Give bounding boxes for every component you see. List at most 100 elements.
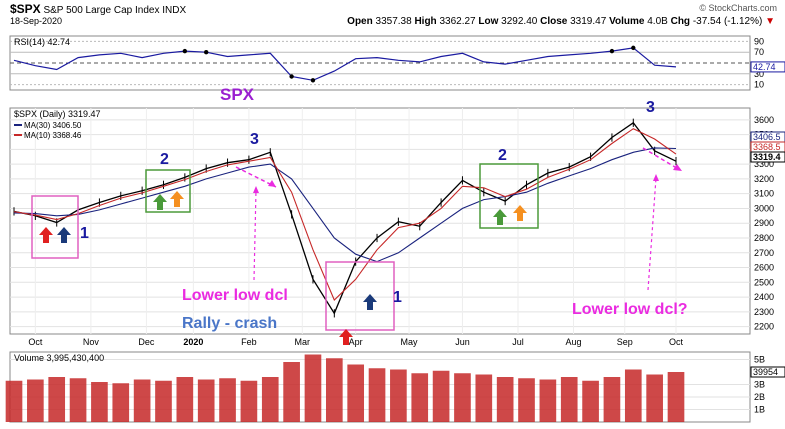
x-tick-label: Jul	[512, 337, 524, 347]
rally-crash-label: Rally - crash	[182, 315, 277, 332]
wave2-box-left	[145, 169, 191, 213]
price-line	[13, 121, 677, 315]
rsi-oversold-mark	[289, 74, 294, 79]
up-arrow-orange-icon	[513, 205, 527, 221]
volume-bar	[197, 379, 215, 422]
volume-label: Volume	[609, 16, 645, 27]
rsi-tick-label: 10	[754, 80, 764, 90]
volume-bar	[261, 377, 279, 422]
volume-bar	[411, 373, 429, 422]
price-side-label: 3368.5	[753, 142, 781, 152]
price-title: $SPX (Daily) 3319.47	[14, 109, 101, 119]
volume-bar	[91, 382, 108, 422]
volume-bar	[539, 379, 557, 422]
volume-tick-label: 5B	[754, 355, 765, 365]
ohlc-readout: Open 3357.38 High 3362.27 Low 3292.40 Cl…	[347, 16, 775, 27]
x-tick-label: Nov	[83, 337, 100, 347]
volume-bar	[133, 379, 151, 422]
close-value: 3319.47	[570, 16, 607, 27]
x-tick-label: Dec	[138, 337, 155, 347]
volume-bar	[603, 377, 621, 422]
low-label: Low	[478, 16, 499, 27]
price-tick-label: 3100	[754, 189, 774, 199]
rsi-title: RSI(14) 42.74	[14, 37, 70, 47]
price-tick-label: 2400	[754, 292, 774, 302]
rsi-last-box	[750, 61, 785, 73]
rsi-tick-label: 70	[754, 47, 764, 57]
pointer-line	[647, 177, 657, 291]
chg-label: Chg	[670, 16, 691, 27]
up-arrow-red-icon	[339, 329, 353, 345]
rsi-overbought-mark	[631, 45, 636, 51]
legend-ma30: MA(30) 3406.50	[24, 121, 82, 130]
pointer-arrow-icon	[253, 186, 259, 193]
wave-3-label: 3	[646, 99, 655, 116]
volume-bar	[325, 358, 343, 422]
up-arrow-navy-icon	[57, 227, 71, 243]
x-tick-label: Oct	[28, 337, 43, 347]
legend-ma10: MA(10) 3368.46	[24, 131, 82, 140]
rsi-oversold-mark	[310, 78, 316, 83]
price-tick-label: 3200	[754, 174, 774, 184]
index-name: S&P 500 Large Cap Index	[43, 5, 160, 16]
price-tick-label: 2800	[754, 233, 774, 243]
rsi-tick-label: 30	[754, 69, 764, 79]
open-label: Open	[347, 16, 373, 27]
x-tick-label: Aug	[565, 337, 581, 347]
pointer-arrow-icon	[653, 174, 659, 181]
volume-value: 4.0B	[647, 16, 668, 27]
ma10-line	[13, 128, 677, 301]
trend-line	[642, 147, 681, 171]
volume-bar	[518, 378, 535, 422]
wave-1-label: 1	[80, 225, 89, 242]
volume-bar	[48, 377, 66, 422]
brand-watermark: © StockCharts.com	[699, 3, 777, 13]
rsi-tick-label: 90	[754, 36, 764, 46]
volume-bar	[582, 380, 599, 422]
open-value: 3357.38	[375, 16, 412, 27]
volume-tick-label: 2B	[754, 392, 765, 402]
price-side-label: 3406.5	[753, 132, 781, 142]
x-tick-label: Feb	[241, 337, 257, 347]
volume-bar	[69, 378, 87, 422]
price-tick-label: 2900	[754, 218, 774, 228]
price-tick-label: 3600	[754, 115, 774, 125]
x-tick-label: Sep	[617, 337, 633, 347]
price-side-label: 3319.4	[753, 152, 781, 162]
high-label: High	[414, 16, 437, 27]
symbol: $SPX	[10, 2, 41, 16]
volume-bar	[432, 370, 450, 422]
wave-3-label: 3	[250, 131, 259, 148]
chg-down-icon: ▼	[765, 16, 775, 27]
volume-title: Volume 3,995,430,400	[14, 353, 104, 363]
x-tick-label: Mar	[295, 337, 311, 347]
lower-low-label: Lower low dcl	[182, 287, 288, 304]
volume-tick-label: 1B	[754, 405, 765, 415]
volume-bar	[475, 374, 493, 422]
x-tick-label: May	[401, 337, 419, 347]
volume-bar	[112, 383, 130, 422]
volume-bar	[646, 374, 663, 422]
volume-bar	[347, 364, 365, 422]
price-panel	[9, 107, 751, 335]
price-tick-label: 2500	[754, 277, 774, 287]
volume-bar	[219, 378, 236, 422]
volume-bar	[624, 369, 642, 422]
low-value: 3292.40	[501, 16, 538, 27]
chart-date: 18-Sep-2020	[10, 16, 63, 26]
price-tick-label: 3000	[754, 203, 774, 213]
up-arrow-orange-icon	[170, 191, 184, 207]
volume-last-label: 39954	[753, 367, 778, 377]
volume-bar	[5, 380, 23, 422]
rsi-last-label: 42.74	[753, 62, 776, 72]
rsi-overbought-mark	[182, 48, 188, 54]
wave-1-label: 1	[393, 289, 402, 306]
price-tick-label: 2600	[754, 263, 774, 273]
trend-line	[235, 166, 277, 188]
exchange: INDX	[162, 5, 187, 16]
up-arrow-green-icon	[493, 209, 507, 225]
volume-bar	[454, 373, 471, 422]
volume-bar	[304, 354, 322, 422]
wave-2-label: 2	[498, 147, 507, 164]
